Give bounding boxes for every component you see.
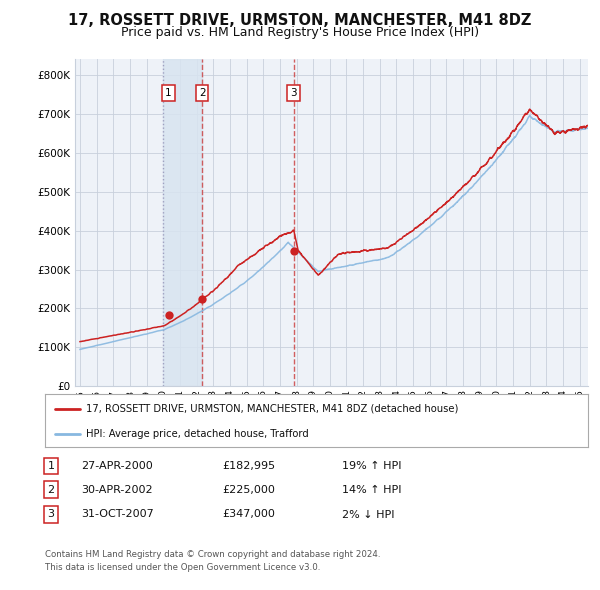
Text: Contains HM Land Registry data © Crown copyright and database right 2024.: Contains HM Land Registry data © Crown c… [45,550,380,559]
Text: £225,000: £225,000 [222,485,275,494]
Text: 3: 3 [290,88,297,99]
Text: 31-OCT-2007: 31-OCT-2007 [81,510,154,519]
Text: 1: 1 [47,461,55,471]
Text: £347,000: £347,000 [222,510,275,519]
Text: 17, ROSSETT DRIVE, URMSTON, MANCHESTER, M41 8DZ: 17, ROSSETT DRIVE, URMSTON, MANCHESTER, … [68,13,532,28]
Text: This data is licensed under the Open Government Licence v3.0.: This data is licensed under the Open Gov… [45,563,320,572]
Text: 1: 1 [165,88,172,99]
Text: 2% ↓ HPI: 2% ↓ HPI [342,510,395,519]
Text: £182,995: £182,995 [222,461,275,471]
Text: 30-APR-2002: 30-APR-2002 [81,485,152,494]
Text: 19% ↑ HPI: 19% ↑ HPI [342,461,401,471]
Text: 27-APR-2000: 27-APR-2000 [81,461,153,471]
Text: HPI: Average price, detached house, Trafford: HPI: Average price, detached house, Traf… [86,429,308,439]
Text: 3: 3 [47,510,55,519]
Text: 2: 2 [47,485,55,494]
Text: 14% ↑ HPI: 14% ↑ HPI [342,485,401,494]
Text: Price paid vs. HM Land Registry's House Price Index (HPI): Price paid vs. HM Land Registry's House … [121,26,479,39]
Text: 17, ROSSETT DRIVE, URMSTON, MANCHESTER, M41 8DZ (detached house): 17, ROSSETT DRIVE, URMSTON, MANCHESTER, … [86,404,458,414]
Bar [163,59,202,386]
Text: 2: 2 [199,88,205,99]
